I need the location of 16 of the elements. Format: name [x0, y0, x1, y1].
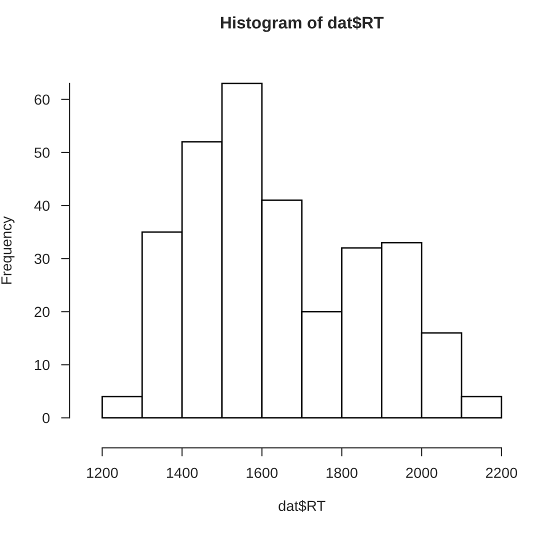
y-tick-label: 40	[34, 200, 50, 211]
x-tick-label: 1400	[166, 468, 198, 478]
y-tick-label: 20	[34, 306, 50, 318]
x-axis-title: dat$RT	[278, 500, 326, 512]
x-tick-label: 1600	[246, 468, 278, 478]
chart-title: Histogram of dat$RT	[221, 16, 384, 32]
y-axis-title: Frequency	[1, 216, 14, 284]
y-tick-label: 50	[34, 148, 50, 158]
y-tick-label: 60	[34, 94, 50, 105]
x-tick-label: 1800	[326, 468, 358, 478]
x-tick-label: 1200	[87, 468, 118, 478]
y-tick-label: 30	[34, 254, 50, 264]
y-tick-label: 0	[42, 412, 50, 424]
x-tick-label: 2200	[486, 468, 518, 478]
x-tick-label: 2000	[406, 468, 438, 478]
y-tick-label: 10	[35, 360, 50, 370]
